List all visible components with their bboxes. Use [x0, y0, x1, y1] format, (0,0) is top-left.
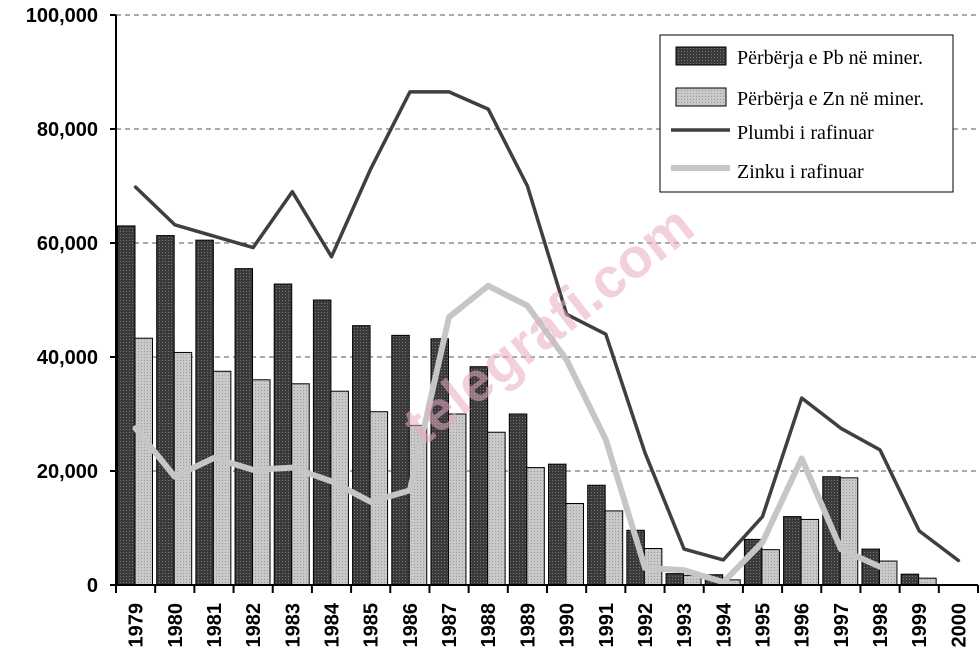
legend-label: Plumbi i rafinuar	[737, 122, 874, 144]
legend: Përbërja e Pb në miner. Përbërja e Zn në …	[659, 34, 954, 193]
bar-zn-mineral	[565, 502, 584, 586]
bar-pb-mineral	[508, 413, 528, 586]
x-tick-label: 1980	[165, 603, 187, 648]
bar-pb-mineral	[900, 573, 920, 586]
x-tick-label: 1981	[204, 603, 226, 648]
x-tick-label: 1979	[126, 603, 148, 648]
line-plumbi-rafinuar	[133, 90, 961, 563]
bar-pb-mineral	[156, 235, 175, 586]
x-tick-label: 1983	[282, 603, 304, 648]
y-tick-label: 0	[87, 575, 98, 597]
x-tick-label: 1987	[439, 603, 461, 648]
y-tick-labels: 0 20,000 40,000 60,000 80,000 100,000	[26, 5, 98, 597]
x-tick-label: 1990	[557, 603, 579, 648]
bar-pb-mineral	[587, 484, 606, 586]
bar-pb-mineral	[352, 325, 371, 586]
legend-swatch-pb	[675, 46, 727, 66]
y-tick-label: 20,000	[37, 461, 98, 483]
bar-zn-mineral	[291, 383, 310, 586]
x-tick-label: 1989	[517, 603, 539, 648]
bar-zn-mineral	[800, 518, 820, 586]
x-tick-labels: 1979 1980 1981 1982 1983 1984 1985 1986 1987 1988…	[126, 602, 971, 647]
legend-label: Përbërja e Pb në miner.	[737, 47, 923, 69]
bar-pb-mineral	[548, 463, 567, 586]
bar-pb-mineral	[273, 283, 293, 586]
x-tick-label: 1998	[870, 603, 892, 648]
x-tick-label: 1988	[478, 603, 500, 648]
x-tick-label: 1996	[792, 603, 814, 648]
bar-pb-mineral	[391, 334, 410, 586]
bar-zn-mineral	[212, 370, 232, 586]
legend-label: Zinku i rafinuar	[737, 161, 864, 183]
bar-pb-mineral	[312, 299, 332, 586]
bar-zn-mineral	[487, 431, 506, 586]
lines-group	[132, 90, 961, 586]
bar-zn-mineral	[918, 577, 937, 586]
line-zinku-rafinuar	[132, 282, 883, 586]
x-tick-label: 1986	[400, 603, 422, 648]
watermark: telegrafi.com	[391, 193, 704, 457]
y-tick-label: 40,000	[37, 347, 98, 369]
legend-label: Përbërja e Zn në miner.	[737, 88, 924, 110]
bar-pb-mineral	[195, 239, 214, 586]
legend-swatch-zn	[675, 87, 727, 107]
bar-pb-mineral	[665, 573, 685, 586]
x-tick-label: 1982	[243, 603, 265, 648]
x-tick-label: 1993	[674, 603, 696, 648]
axes-group	[110, 14, 979, 593]
x-tick-label: 1999	[909, 603, 931, 648]
y-tick-label: 100,000	[26, 5, 98, 27]
x-tick-label: 1984	[322, 602, 344, 647]
bar-zn-mineral	[761, 549, 780, 586]
watermark-text: telegrafi.com	[391, 193, 704, 457]
y-tick-label: 80,000	[37, 119, 98, 141]
bar-zn-mineral	[134, 337, 153, 586]
x-tick-label: 1994	[713, 602, 735, 647]
y-tick-label: 60,000	[37, 233, 98, 255]
bars-group	[117, 225, 937, 586]
bar-zn-mineral	[604, 510, 624, 586]
x-tick-label: 2000	[948, 603, 970, 648]
x-tick-label: 1991	[596, 603, 618, 648]
x-tick-label: 1995	[753, 603, 775, 648]
x-tick-label: 1985	[361, 603, 383, 648]
x-tick-label: 1992	[635, 603, 657, 648]
bar-pb-mineral	[783, 516, 802, 586]
bar-pb-mineral	[234, 268, 254, 586]
bar-zn-mineral	[526, 467, 545, 586]
bar-zn-mineral	[252, 379, 271, 586]
bar-zn-mineral	[839, 477, 859, 586]
bar-pb-mineral	[117, 225, 136, 586]
x-tick-label: 1997	[831, 603, 853, 648]
